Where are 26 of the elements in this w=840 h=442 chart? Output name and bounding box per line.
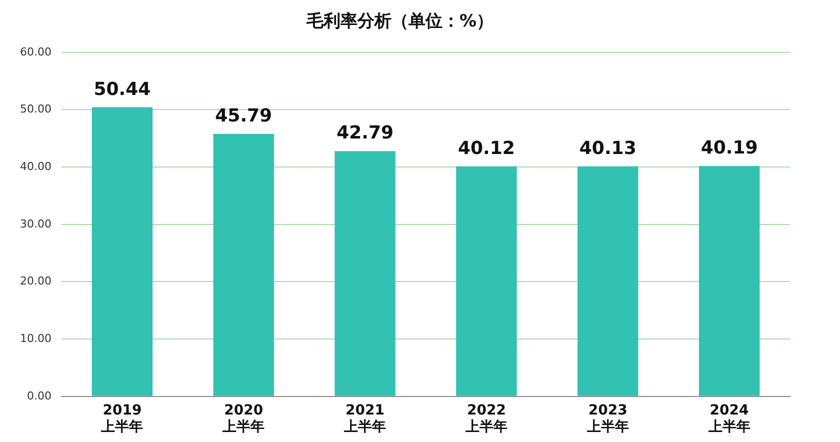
bar — [92, 107, 153, 396]
x-tick-label: 2023 上半年 — [586, 402, 629, 436]
data-label: 40.19 — [700, 138, 758, 159]
y-tick-label: 30.00 — [20, 217, 52, 230]
data-label: 45.79 — [215, 106, 272, 127]
bar — [578, 166, 638, 396]
data-label: 40.13 — [579, 138, 636, 159]
chart-title: 毛利率分析（单位：%） — [305, 12, 494, 32]
x-tick-label: 2022 上半年 — [464, 402, 508, 436]
bar — [334, 151, 396, 396]
bar — [213, 134, 274, 396]
bar — [698, 166, 760, 396]
y-tick-label: 0.00 — [26, 389, 52, 402]
x-tick-label: 2021 上半年 — [343, 402, 386, 436]
x-tick-label: 2020 上半年 — [222, 402, 265, 436]
data-label: 42.79 — [336, 122, 394, 144]
y-tick-label: 10.00 — [20, 332, 52, 345]
y-tick-label: 50.00 — [20, 102, 52, 116]
data-label: 50.44 — [94, 78, 151, 100]
x-tick-label: 2024 上半年 — [707, 402, 750, 436]
y-tick-label: 40.00 — [20, 160, 52, 173]
data-label: 40.12 — [458, 138, 515, 160]
y-tick-label: 20.00 — [20, 274, 52, 288]
y-tick-label: 60.00 — [20, 45, 52, 58]
bar — [456, 166, 517, 396]
x-tick-label: 2019 上半年 — [100, 402, 144, 436]
